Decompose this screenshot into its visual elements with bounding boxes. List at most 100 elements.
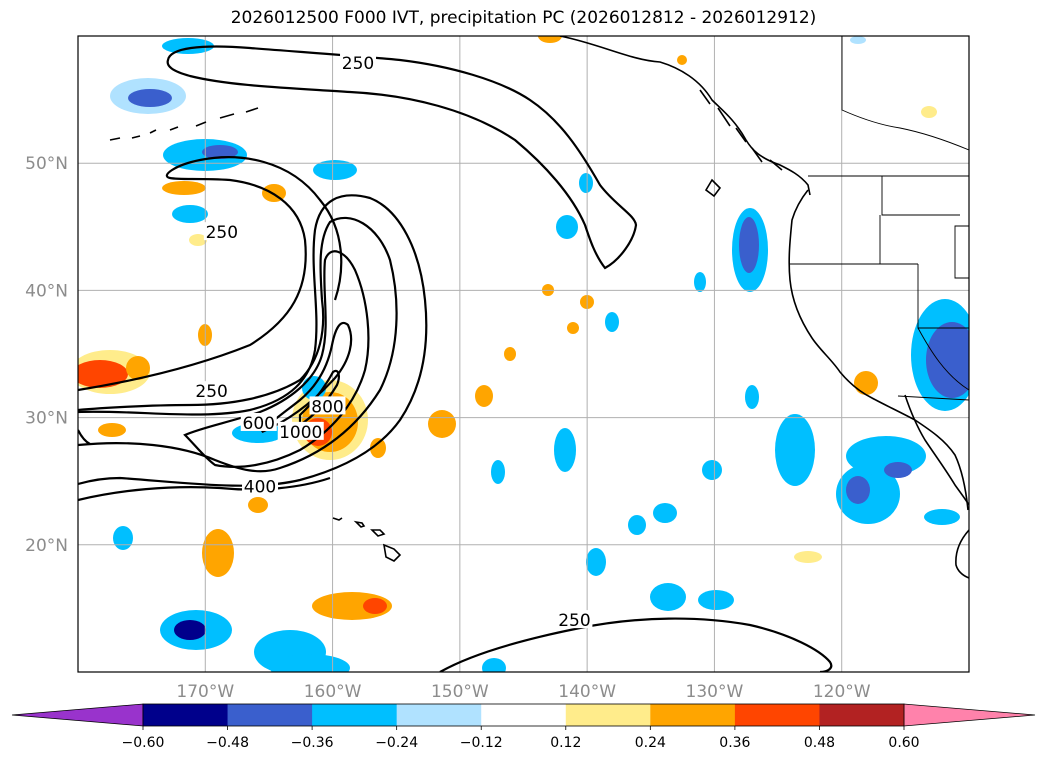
colorbar-tick-label: −0.36 — [291, 735, 334, 751]
grid-lines — [78, 36, 969, 672]
contour-edge-fragment — [78, 429, 91, 445]
contour-label-bg — [203, 222, 240, 241]
colorbar-tick-label: −0.48 — [206, 735, 249, 751]
contour-label-bg — [340, 52, 377, 71]
contour-250-south — [439, 617, 833, 672]
colorbar-segment — [143, 704, 229, 726]
precip-region — [739, 217, 759, 273]
colorbar-extend-high — [903, 703, 1036, 727]
precip-region — [504, 347, 516, 361]
precip-region — [370, 438, 386, 458]
precip-region — [745, 385, 759, 409]
precip-region — [702, 460, 722, 480]
precip-region — [491, 460, 505, 484]
precip-region — [579, 173, 593, 193]
coastline-alaska — [559, 36, 811, 196]
lat-tick-label: 50°N — [25, 154, 68, 174]
precip-region — [202, 529, 234, 577]
precip-region — [475, 385, 493, 407]
precip-region — [921, 106, 937, 118]
contour-250-west-loop — [78, 156, 343, 392]
lon-tick-label: 130°W — [686, 682, 744, 702]
precip-region — [189, 234, 207, 246]
precip-region — [128, 89, 172, 107]
precip-region — [884, 462, 912, 478]
precip-region — [850, 36, 866, 44]
colorbar-segment — [819, 704, 905, 726]
map-title: 2026012500 F000 IVT, precipitation PC (2… — [230, 8, 817, 28]
precip-region — [567, 322, 579, 334]
lon-tick-label: 150°W — [431, 682, 489, 702]
coastline-baja — [904, 394, 969, 506]
precip-region — [926, 322, 969, 398]
colorbar-tick-label: −0.24 — [375, 735, 418, 751]
precip-region — [698, 590, 734, 610]
border-washington-oregon-idaho — [881, 176, 960, 216]
contour-label-bg — [277, 421, 324, 440]
longitude-axis: 170°W 160°W 150°W 140°W 130°W 120°W — [176, 682, 870, 702]
contour-label-bg — [240, 412, 277, 431]
precip-region — [586, 548, 606, 576]
precip-region — [174, 620, 206, 640]
precip-region — [363, 598, 387, 614]
precip-region — [653, 503, 677, 523]
contour-label-bg — [242, 476, 279, 495]
contour-label: 600 — [243, 414, 275, 434]
colorbar: −0.60 −0.48 −0.36 −0.24 −0.12 0.12 0.24 0.36 0.4… — [11, 703, 1036, 751]
precip-region — [78, 360, 128, 388]
contour-label: 400 — [244, 478, 276, 498]
precip-region — [482, 658, 506, 672]
precip-region — [172, 205, 208, 223]
precip-region — [428, 410, 456, 438]
island-oahu — [353, 520, 366, 528]
contour-label-bg — [556, 610, 593, 629]
island-haida-gwaii — [704, 178, 722, 198]
contour-400-south — [78, 476, 331, 502]
colorbar-tick-label: 0.48 — [804, 735, 835, 751]
colorbar-segment — [565, 704, 651, 726]
aleutian-islands — [109, 107, 259, 141]
border-california-nevada-diagonal — [917, 327, 969, 391]
colorbar-extend-low — [11, 703, 144, 727]
contour-label: 800 — [311, 397, 343, 417]
map-border — [77, 35, 970, 673]
island-hawaii — [382, 543, 402, 562]
colorbar-tick-label: −0.60 — [122, 735, 165, 751]
precip-region — [554, 428, 576, 472]
colorbar-tick-label: 0.36 — [719, 735, 750, 751]
colorbar-tick-label: 0.12 — [550, 735, 581, 751]
precip-region — [694, 272, 706, 292]
colorbar-tick-label: 0.24 — [635, 735, 666, 751]
lat-tick-label: 40°N — [25, 281, 68, 301]
colorbar-outline — [142, 703, 905, 727]
political-borders — [790, 36, 969, 401]
latitude-axis: 20°N 30°N 40°N 50°N — [25, 154, 68, 556]
precip-region — [162, 38, 214, 54]
contour-400 — [78, 216, 398, 473]
border-us-mexico — [897, 395, 969, 401]
lat-tick-label: 20°N — [25, 536, 68, 556]
colorbar-segment — [650, 704, 736, 726]
precip-region — [538, 36, 562, 43]
precip-region — [248, 497, 268, 513]
precip-region — [162, 181, 206, 195]
island-kauai — [332, 517, 343, 521]
lon-tick-label: 170°W — [176, 682, 234, 702]
precip-region — [113, 526, 133, 550]
map-background — [78, 36, 969, 672]
contour-label: 250 — [195, 382, 227, 402]
precip-region — [650, 583, 686, 611]
lat-tick-label: 30°N — [25, 409, 68, 429]
precip-region — [126, 356, 150, 380]
colorbar-tick-label: 0.60 — [888, 735, 919, 751]
precip-region — [270, 654, 350, 672]
contour-label: 250 — [342, 54, 374, 74]
coastline-se-alaska — [699, 89, 783, 171]
precip-region — [313, 160, 357, 180]
ivt-contour-labels: 250 250 250 600 1000 800 400 250 — [193, 52, 593, 631]
colorbar-segment — [734, 704, 820, 726]
contour-label-bg — [193, 381, 230, 400]
island-maui — [370, 529, 386, 537]
contour-label-bg — [309, 396, 346, 415]
